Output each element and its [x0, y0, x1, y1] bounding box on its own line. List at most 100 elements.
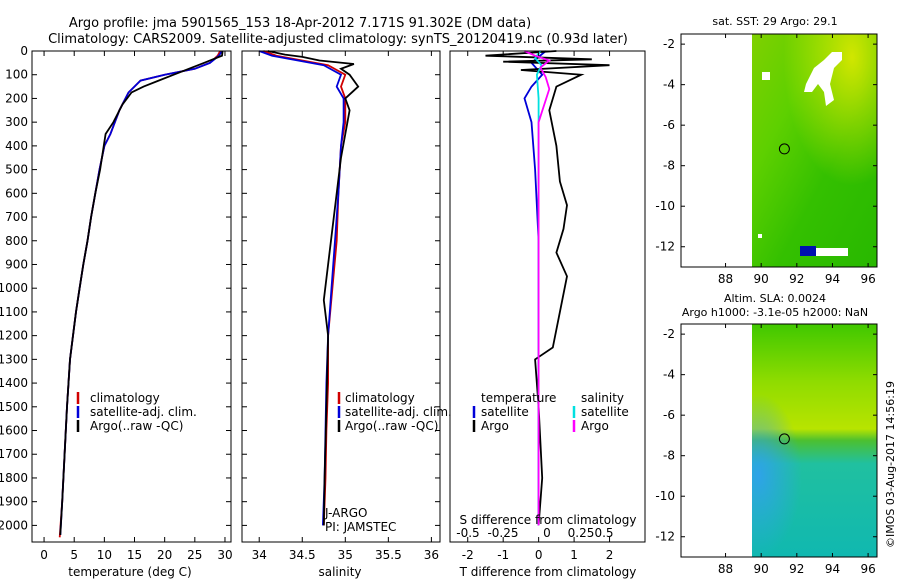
sst-map-cold-patch	[800, 246, 816, 256]
temperature-legend: climatology satellite-adj. clim. Argo(..…	[76, 391, 197, 433]
sla-map-ytick-label: -2	[663, 327, 675, 341]
sst-map-xtick-label: 92	[789, 272, 804, 286]
temperature-xtick-label: 25	[187, 548, 202, 562]
legend-label-climatology: climatology	[90, 391, 160, 405]
temperature-ytick-label: 500	[5, 163, 28, 177]
legend-label-t-satellite: satellite	[481, 405, 529, 419]
temperature-ytick-label: 1900	[0, 495, 28, 509]
legend-title-temperature: temperature	[481, 391, 556, 405]
legend-label-t-argo: Argo	[481, 419, 509, 433]
salinity-xtick-label: 36	[424, 548, 439, 562]
temperature-ytick-label: 1200	[0, 329, 28, 343]
sst-map-panel: sat. SST: 29 Argo: 29.1 88 90 92 94 96 -2 -4 -…	[655, 15, 878, 286]
sst-map-gap-d	[810, 248, 848, 256]
sla-map-ytick-label: -8	[663, 449, 675, 463]
sla-map-ytick-label: -12	[655, 530, 675, 544]
temperature-series-climatology	[58, 50, 221, 538]
difference-xtick-label: -1	[497, 548, 509, 562]
sla-map-xtick-label: 90	[754, 562, 769, 576]
salinity-xtick-label: 34.5	[289, 548, 316, 562]
temperature-ytick-label: 1800	[0, 471, 28, 485]
legend-label-satellite: satellite-adj. clim.	[345, 405, 452, 419]
temperature-ytick-label: 400	[5, 139, 28, 153]
sla-map-ytick-label: -4	[663, 368, 675, 382]
temperature-ytick-label: 1700	[0, 447, 28, 461]
temperature-ytick-label: 1600	[0, 424, 28, 438]
difference-panel: -2 -1 0 1 2 -0.5 -0.25 0 0.25 0.5 T difference f…	[449, 50, 646, 579]
temperature-ytick-label: 100	[5, 68, 28, 82]
legend-label-s-argo: Argo	[581, 419, 609, 433]
difference-xlabel: T difference from climatology	[459, 565, 637, 579]
salinity-panel: 34 34.5 35 35.5 36 salinity climatology sate…	[241, 50, 452, 579]
temperature-ytick-label: 1100	[0, 305, 28, 319]
sst-map-gap-c	[758, 234, 762, 238]
temperature-ytick-label: 2000	[0, 518, 28, 532]
temperature-ytick-label: 800	[5, 234, 28, 248]
sst-map-frame	[680, 33, 878, 268]
sla-map-low-patch	[752, 324, 877, 557]
salinity-xlabel: salinity	[318, 565, 361, 579]
legend-label-satellite: satellite-adj. clim.	[90, 405, 197, 419]
temperature-xtick-label: 0	[40, 548, 48, 562]
temperature-panel: 0 5 10 15 20 25 30 0 100 200 300 400 500 600 700 800 90…	[0, 44, 233, 579]
salinity-axes-frame	[241, 50, 441, 543]
sla-map-xtick-label: 94	[825, 562, 840, 576]
difference-xtick-label: -2	[462, 548, 474, 562]
temperature-xtick-label: 20	[157, 548, 172, 562]
sla-map-ytick-label: -6	[663, 408, 675, 422]
difference-stick-label: 0.5	[594, 526, 613, 540]
sst-map-ytick-label: -4	[663, 78, 675, 92]
salinity-xtick-label: 35	[338, 548, 353, 562]
difference-stick-label: 0.25	[568, 526, 595, 540]
difference-axes-frame	[449, 50, 646, 543]
sst-map-ytick-label: -6	[663, 118, 675, 132]
sst-map-gap-b	[804, 52, 842, 106]
sst-map-ytick-label: -12	[655, 240, 675, 254]
sst-map-title: sat. SST: 29 Argo: 29.1	[712, 15, 837, 28]
title-line2: Climatology: CARS2009. Satellite-adjuste…	[48, 32, 628, 47]
temperature-ytick-label: 1000	[0, 281, 28, 295]
difference-legend: temperature satellite Argo salinity sate…	[472, 391, 629, 433]
salinity-series-argo-raw-qc	[267, 50, 360, 526]
temperature-ytick-label: 700	[5, 210, 28, 224]
legend-label-climatology: climatology	[345, 391, 415, 405]
temperature-ytick-label: 0	[20, 44, 28, 58]
sla-map-panel: Altim. SLA: 0.0024 Argo h1000: -3.1e-05 …	[655, 292, 878, 576]
sla-map-xtick-label: 92	[789, 562, 804, 576]
difference-series-t-argo	[485, 50, 610, 526]
difference-series-t-satellite	[523, 50, 547, 526]
temperature-xlabel: temperature (deg C)	[68, 565, 191, 579]
sla-map-xtick-label: 96	[860, 562, 875, 576]
difference-xtick-label: 0	[535, 548, 543, 562]
legend-label-s-satellite: satellite	[581, 405, 629, 419]
sla-map-title-line2: Argo h1000: -3.1e-05 h2000: NaN	[682, 306, 868, 319]
legend-label-argo: Argo(..raw -QC)	[345, 419, 438, 433]
temperature-axes-frame	[31, 50, 232, 543]
temperature-series-satellite-adj-clim	[59, 50, 223, 535]
temperature-xtick-label: 5	[70, 548, 78, 562]
temperature-ytick-label: 900	[5, 257, 28, 271]
sst-map-xtick-label: 94	[825, 272, 840, 286]
sla-map-xtick-label: 88	[718, 562, 733, 576]
sst-map-argo-marker	[778, 143, 790, 155]
sst-map-xtick-label: 90	[754, 272, 769, 286]
salinity-legend: climatology satellite-adj. clim. Argo(..…	[337, 391, 452, 433]
float-info-line2: PI: JAMSTEC	[325, 520, 396, 534]
difference-xtick-label: 2	[606, 548, 614, 562]
difference-xtick-label: 1	[570, 548, 578, 562]
sla-map-ytick-label: -10	[655, 489, 675, 503]
temperature-ytick-label: 200	[5, 91, 28, 105]
sla-map-title-line1: Altim. SLA: 0.0024	[724, 292, 826, 305]
difference-stick-label: 0	[543, 526, 551, 540]
sst-map-xtick-label: 88	[718, 272, 733, 286]
sst-map-ytick-label: -8	[663, 159, 675, 173]
temperature-xtick-label: 15	[127, 548, 142, 562]
salinity-series-climatology	[263, 50, 347, 526]
sla-map-frame	[680, 323, 878, 558]
sst-map-xtick-label: 96	[860, 272, 875, 286]
temperature-ytick-label: 1400	[0, 376, 28, 390]
sst-map-gap-a	[762, 72, 770, 80]
sst-map-ytick-label: -10	[655, 199, 675, 213]
title-line1: Argo profile: jma 5901565_153 18-Apr-201…	[69, 16, 531, 31]
